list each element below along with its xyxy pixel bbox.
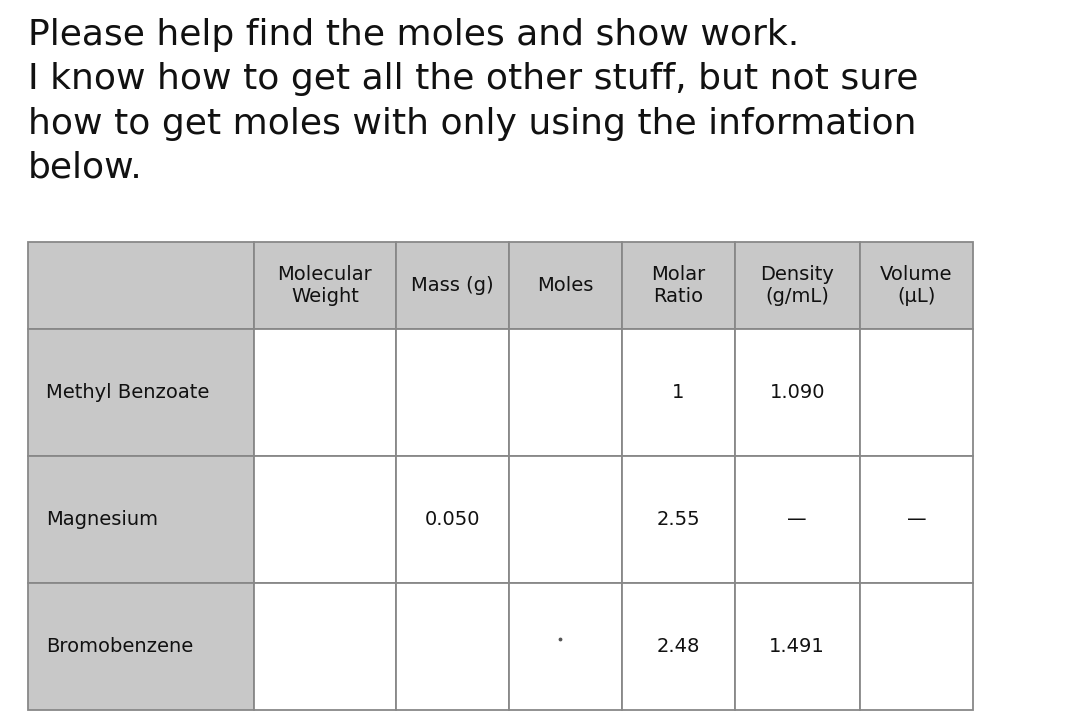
Bar bbox=[254, 242, 395, 328]
Bar bbox=[395, 328, 509, 456]
Bar bbox=[254, 456, 395, 583]
Bar bbox=[509, 583, 622, 710]
Text: Methyl Benzoate: Methyl Benzoate bbox=[46, 382, 210, 402]
Text: Volume: Volume bbox=[880, 265, 953, 283]
Bar bbox=[509, 242, 622, 328]
Bar bbox=[860, 328, 973, 456]
Bar bbox=[395, 583, 509, 710]
Bar bbox=[254, 583, 395, 710]
Text: 1: 1 bbox=[672, 382, 685, 402]
Text: Molecular: Molecular bbox=[278, 265, 373, 283]
Bar bbox=[395, 456, 509, 583]
Text: Please help find the moles and show work.
I know how to get all the other stuff,: Please help find the moles and show work… bbox=[28, 18, 918, 185]
Bar bbox=[622, 328, 734, 456]
Text: Mass (g): Mass (g) bbox=[410, 275, 494, 295]
Bar bbox=[734, 583, 860, 710]
Text: 1.491: 1.491 bbox=[769, 637, 825, 656]
Bar bbox=[860, 242, 973, 328]
Text: (μL): (μL) bbox=[897, 287, 935, 306]
Bar bbox=[860, 456, 973, 583]
Bar bbox=[622, 456, 734, 583]
Text: 2.48: 2.48 bbox=[657, 637, 700, 656]
Bar bbox=[509, 456, 622, 583]
Text: Density: Density bbox=[760, 265, 834, 283]
Bar bbox=[254, 328, 395, 456]
Text: 0.050: 0.050 bbox=[424, 510, 480, 529]
Text: Molar: Molar bbox=[651, 265, 705, 283]
Text: Magnesium: Magnesium bbox=[46, 510, 158, 529]
Bar bbox=[509, 328, 622, 456]
Bar bbox=[734, 328, 860, 456]
Bar bbox=[622, 583, 734, 710]
Text: Bromobenzene: Bromobenzene bbox=[46, 637, 193, 656]
Bar bbox=[28, 242, 254, 328]
Bar bbox=[28, 456, 254, 583]
Bar bbox=[734, 242, 860, 328]
Text: Weight: Weight bbox=[291, 287, 359, 306]
Bar bbox=[395, 242, 509, 328]
Bar bbox=[860, 583, 973, 710]
Text: —: — bbox=[906, 510, 927, 529]
Text: —: — bbox=[787, 510, 807, 529]
Bar bbox=[28, 583, 254, 710]
Text: 2.55: 2.55 bbox=[657, 510, 700, 529]
Bar bbox=[622, 242, 734, 328]
Text: (g/mL): (g/mL) bbox=[766, 287, 829, 306]
Bar bbox=[734, 456, 860, 583]
Bar bbox=[28, 328, 254, 456]
Text: Moles: Moles bbox=[537, 275, 593, 295]
Text: Ratio: Ratio bbox=[653, 287, 703, 306]
Text: 1.090: 1.090 bbox=[769, 382, 825, 402]
